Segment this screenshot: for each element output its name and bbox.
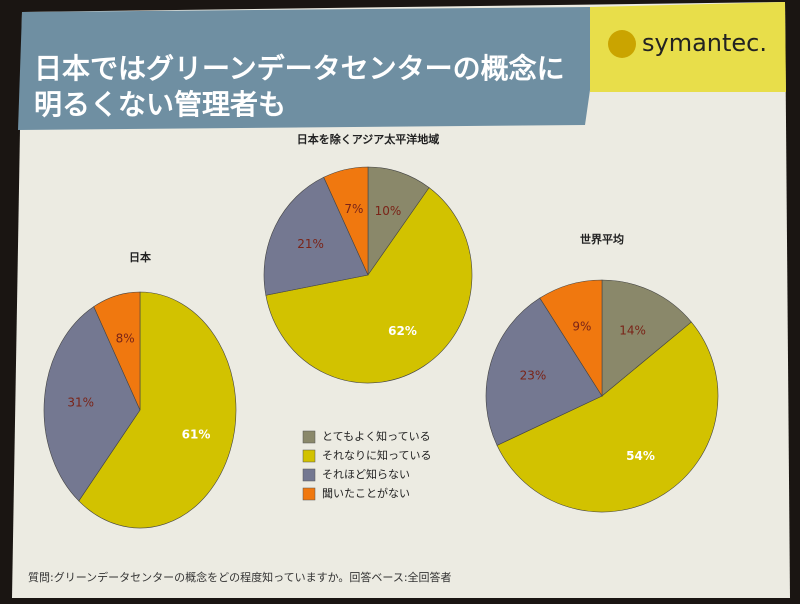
footnote: 質問:グリーンデータセンターの概念をどの程度知っていますか。回答ベース:全回答者 — [28, 570, 452, 584]
data-label: 10% — [375, 204, 402, 218]
legend-swatch — [302, 430, 316, 444]
title-band — [18, 7, 590, 130]
chart-title: 日本 — [129, 250, 151, 264]
pie-slice — [323, 166, 369, 276]
legend-label: 聞いたことがない — [322, 486, 410, 500]
pie-slice — [265, 187, 473, 384]
data-label: 14% — [619, 323, 646, 337]
data-label: 54% — [626, 449, 655, 463]
data-label: 9% — [572, 319, 591, 333]
logo-box — [590, 2, 786, 92]
logo: symantec. — [642, 29, 767, 57]
pie-slice — [263, 176, 369, 296]
pie-slice — [93, 291, 141, 411]
chart-title: 世界平均 — [580, 232, 624, 246]
pie-slice — [496, 321, 719, 513]
pie-slice — [539, 279, 603, 398]
data-label: 8% — [116, 332, 135, 346]
legend-label: それなりに知っている — [322, 448, 431, 462]
pie-slice — [43, 306, 141, 502]
data-label: 31% — [67, 396, 94, 410]
data-label: 62% — [388, 324, 417, 338]
logo-mark — [608, 30, 636, 58]
slide-title-line: 明るくない管理者も — [34, 88, 286, 121]
chart-title: 日本を除くアジア太平洋地域 — [297, 132, 440, 146]
slide-title-line: 日本ではグリーンデータセンターの概念に — [34, 52, 565, 85]
legend-swatch — [302, 487, 316, 501]
legend-label: とてもよく知っている — [322, 429, 431, 443]
legend-swatch — [302, 449, 316, 463]
data-label: 23% — [520, 368, 547, 382]
pie-slice — [78, 291, 237, 529]
legend-label: それほど知らない — [322, 467, 410, 481]
data-label: 7% — [344, 202, 363, 216]
data-label: 61% — [182, 427, 211, 441]
pie-slice — [601, 279, 692, 397]
data-label: 21% — [297, 237, 324, 251]
legend-swatch — [302, 468, 316, 482]
pie-slice — [485, 297, 603, 446]
